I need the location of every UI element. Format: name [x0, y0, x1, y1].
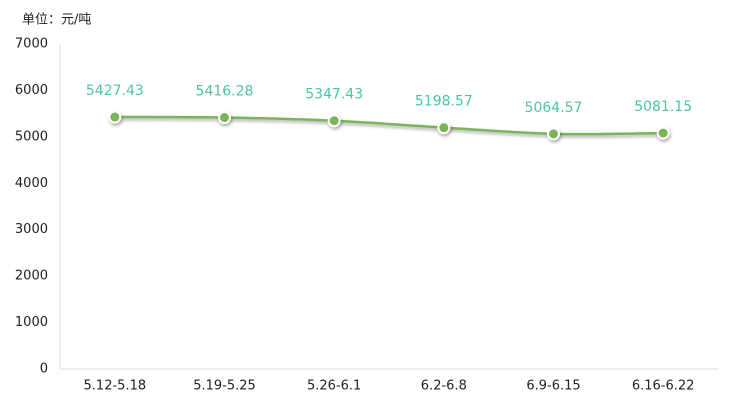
y-tick-label: 6000: [15, 83, 48, 98]
data-label: 5064.57: [525, 100, 583, 116]
y-axis-unit: 单位：元/吨: [22, 13, 91, 28]
y-tick-label: 1000: [15, 315, 48, 330]
data-label: 5416.28: [196, 84, 254, 100]
x-tick-label: 6.2-6.8: [421, 379, 467, 394]
x-tick-label: 5.26-6.1: [307, 379, 361, 394]
data-label: 5347.43: [305, 87, 363, 103]
y-tick-label: 3000: [15, 222, 48, 237]
y-tick-label: 0: [40, 362, 48, 377]
point: [218, 111, 231, 125]
line: [114, 115, 664, 136]
point: [327, 114, 341, 128]
data-label: 5198.57: [415, 94, 473, 110]
point: [437, 121, 451, 135]
y-tick-label: 2000: [15, 269, 48, 284]
x-tick-label: 5.19-5.25: [193, 379, 256, 394]
x-tick-label: 5.12-5.18: [84, 379, 147, 394]
x-tick-label: 6.9-6.15: [526, 379, 580, 394]
x-tick-label: 6.16-6.22: [632, 379, 695, 394]
point: [547, 127, 560, 141]
data-label: 5427.43: [86, 83, 144, 99]
point: [656, 126, 670, 140]
y-tick-label: 7000: [15, 37, 48, 52]
y-tick-label: 4000: [15, 176, 48, 191]
data-label: 5081.15: [634, 99, 692, 115]
y-tick-label: 5000: [15, 129, 48, 144]
point: [108, 110, 122, 124]
